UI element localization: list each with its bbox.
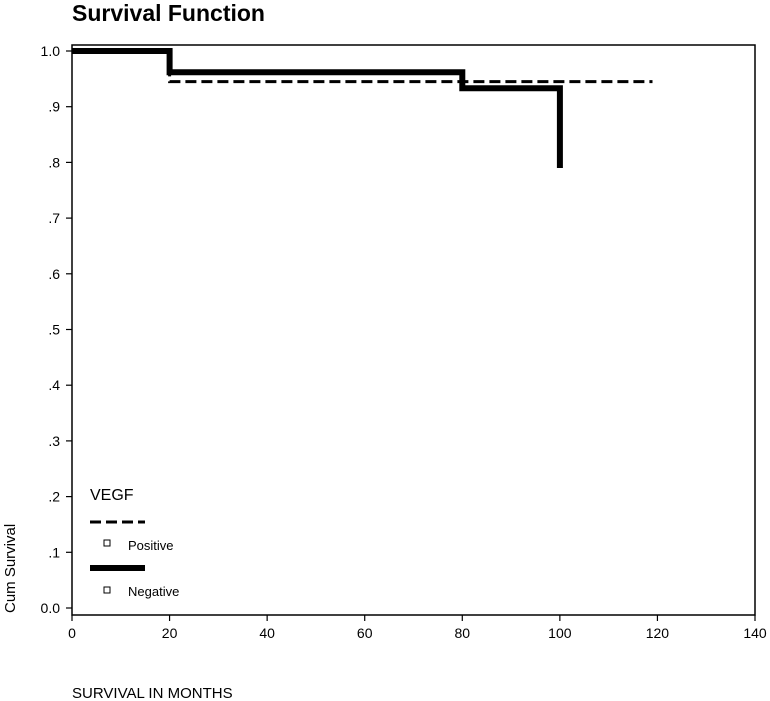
y-tick-label: .9 bbox=[48, 99, 60, 115]
x-tick-label: 20 bbox=[162, 625, 178, 641]
legend: VEGF Positive Negative bbox=[90, 487, 179, 599]
y-tick-label: .2 bbox=[48, 489, 60, 505]
x-tick-label: 40 bbox=[259, 625, 275, 641]
y-tick-label: .8 bbox=[48, 154, 60, 170]
y-axis-label: Cum Survival bbox=[2, 524, 19, 613]
x-tick-label: 0 bbox=[68, 625, 76, 641]
legend-marker-positive bbox=[103, 539, 111, 547]
legend-label-negative: Negative bbox=[128, 584, 179, 599]
y-tick-label: .1 bbox=[48, 544, 60, 560]
x-axis-ticks: 0 20 40 60 80 100 120 140 bbox=[68, 615, 767, 641]
x-tick-label: 100 bbox=[548, 625, 572, 641]
y-tick-label: .7 bbox=[48, 210, 60, 226]
x-tick-label: 60 bbox=[357, 625, 373, 641]
series-line-negative bbox=[72, 48, 563, 168]
plot-frame bbox=[71, 44, 756, 616]
y-tick-label: .6 bbox=[48, 266, 60, 282]
x-axis-label: SURVIVAL IN MONTHS bbox=[72, 685, 233, 701]
x-tick-label: 80 bbox=[454, 625, 470, 641]
x-tick-label: 140 bbox=[743, 625, 767, 641]
y-tick-label: .5 bbox=[48, 322, 60, 338]
series-line-positive bbox=[72, 49, 653, 84]
legend-marker-negative bbox=[103, 586, 111, 594]
legend-label-positive: Positive bbox=[128, 538, 174, 553]
legend-title: VEGF bbox=[90, 487, 134, 504]
y-tick-label: 0.0 bbox=[41, 600, 61, 616]
x-tick-label: 120 bbox=[646, 625, 670, 641]
y-tick-label: 1.0 bbox=[41, 43, 61, 59]
chart-title: Survival Function bbox=[72, 0, 265, 26]
y-axis-ticks: 0.0 .1 .2 .3 .4 .5 .6 .7 .8 .9 1.0 bbox=[41, 43, 72, 616]
y-tick-label: .4 bbox=[48, 377, 60, 393]
series-layer bbox=[72, 48, 653, 168]
y-tick-label: .3 bbox=[48, 433, 60, 449]
